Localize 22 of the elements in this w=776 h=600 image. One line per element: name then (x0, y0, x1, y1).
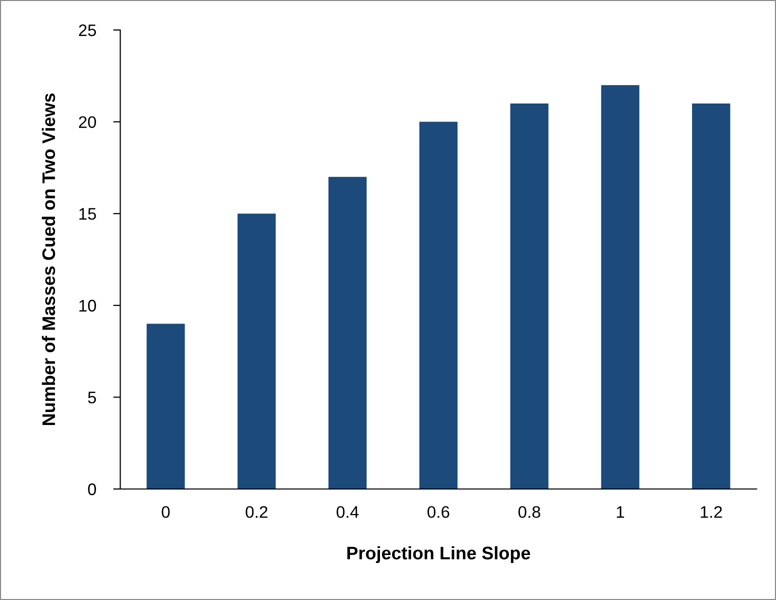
x-axis-title: Projection Line Slope (347, 546, 530, 564)
bar (328, 176, 367, 489)
y-tick-label: 5 (88, 392, 96, 404)
y-tick-label: 0 (88, 483, 96, 496)
x-tick-label: 0.4 (336, 506, 359, 518)
y-tick-label: 10 (79, 300, 96, 312)
bar (419, 122, 458, 489)
bar (146, 324, 185, 489)
x-tick-label: 1.2 (700, 506, 722, 518)
bar (238, 214, 276, 489)
bar (510, 103, 548, 489)
x-tick-label: 0 (162, 506, 170, 518)
x-tick-label: 0.2 (246, 506, 268, 518)
x-tick-label: 0.6 (428, 506, 450, 518)
y-tick-label: 15 (79, 208, 96, 220)
bar (601, 85, 640, 489)
y-tick-label: 25 (78, 24, 96, 36)
y-tick-label: 20 (78, 116, 96, 128)
x-tick-label: 1 (616, 506, 624, 518)
bar (692, 103, 730, 489)
y-axis-title: Number of Masses Cued on Two Views (42, 94, 56, 426)
x-tick-label: 0.8 (518, 506, 540, 518)
